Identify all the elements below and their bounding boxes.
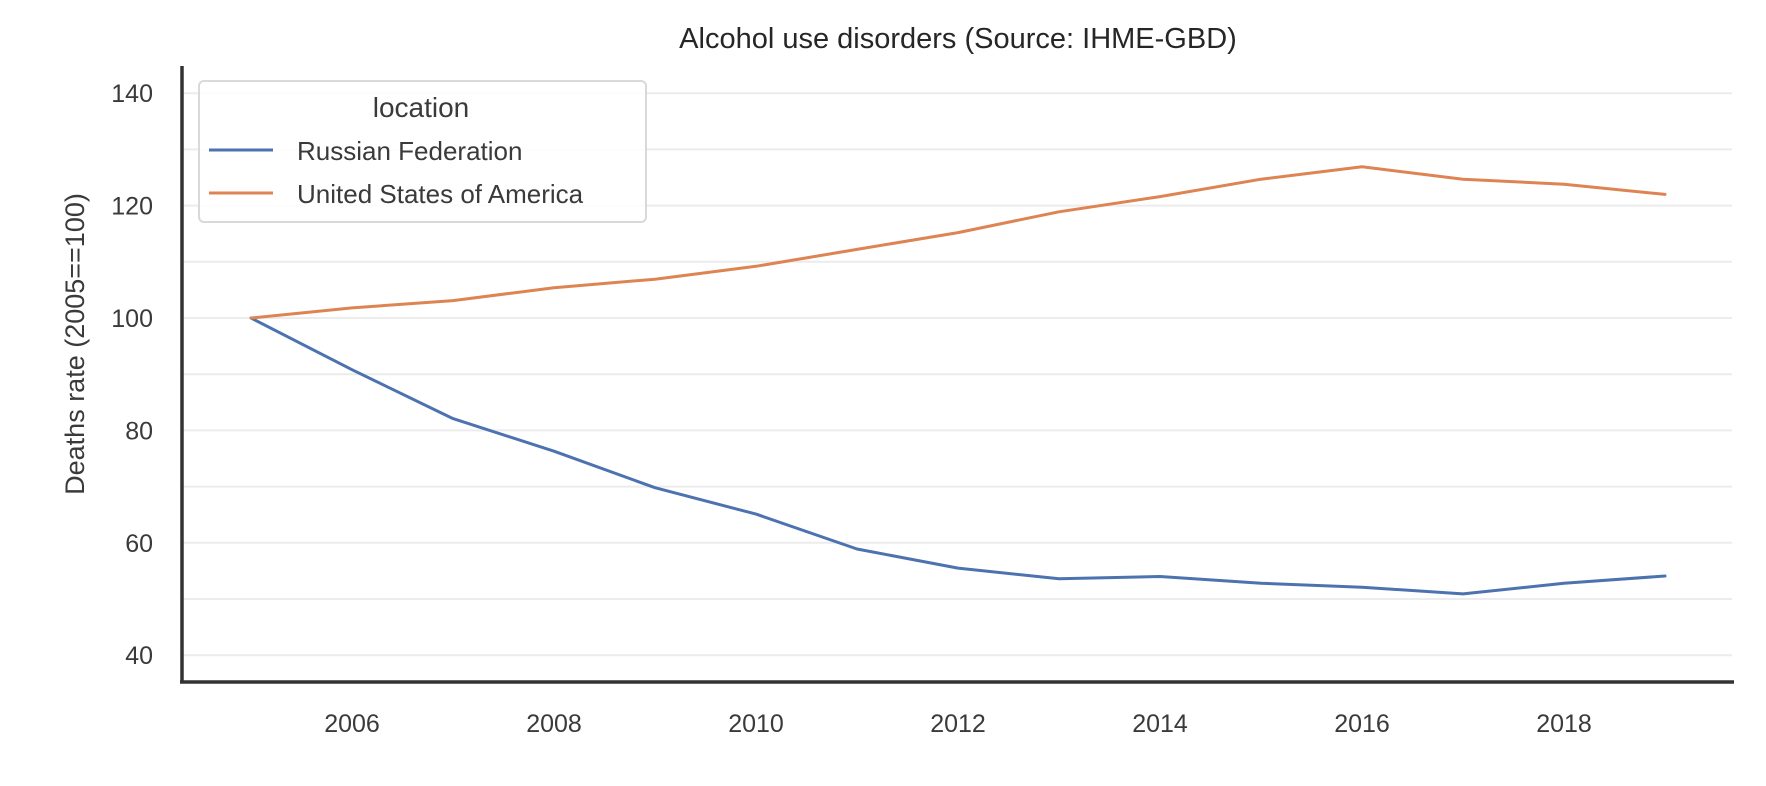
x-tick-label: 2008 <box>526 710 582 738</box>
y-tick-label: 40 <box>125 642 153 670</box>
chart-title: Alcohol use disorders (Source: IHME-GBD) <box>679 23 1237 55</box>
y-tick-label: 80 <box>125 417 153 445</box>
legend-label-russian-federation: Russian Federation <box>297 136 522 166</box>
x-tick-label: 2010 <box>728 710 784 738</box>
y-tick-label: 140 <box>111 80 153 108</box>
y-tick-label: 60 <box>125 530 153 558</box>
legend-label-united-states: United States of America <box>297 179 584 209</box>
x-tick-label: 2016 <box>1334 710 1390 738</box>
x-tick-label: 2014 <box>1132 710 1188 738</box>
y-tick-labels: 40 60 80 100 120 140 <box>111 80 153 670</box>
x-tick-label: 2012 <box>930 710 986 738</box>
gridlines <box>182 92 1732 657</box>
y-axis-label: Deaths rate (2005==100) <box>60 193 90 495</box>
x-tick-label: 2006 <box>324 710 380 738</box>
series-lines <box>249 165 1667 596</box>
y-tick-label: 120 <box>111 193 153 221</box>
legend: location Russian Federation United State… <box>198 80 647 223</box>
legend-box <box>198 80 647 223</box>
x-tick-labels: 2006 2008 2010 2012 2014 2016 2018 <box>324 710 1592 738</box>
y-tick-label: 100 <box>111 305 153 333</box>
legend-title: location <box>373 92 470 123</box>
x-tick-label: 2018 <box>1536 710 1592 738</box>
series-line-russian-federation <box>249 316 1667 596</box>
series-line-united-states-of-america <box>249 165 1667 320</box>
